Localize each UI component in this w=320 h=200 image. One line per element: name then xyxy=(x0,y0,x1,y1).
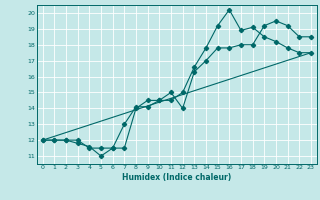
X-axis label: Humidex (Indice chaleur): Humidex (Indice chaleur) xyxy=(122,173,231,182)
